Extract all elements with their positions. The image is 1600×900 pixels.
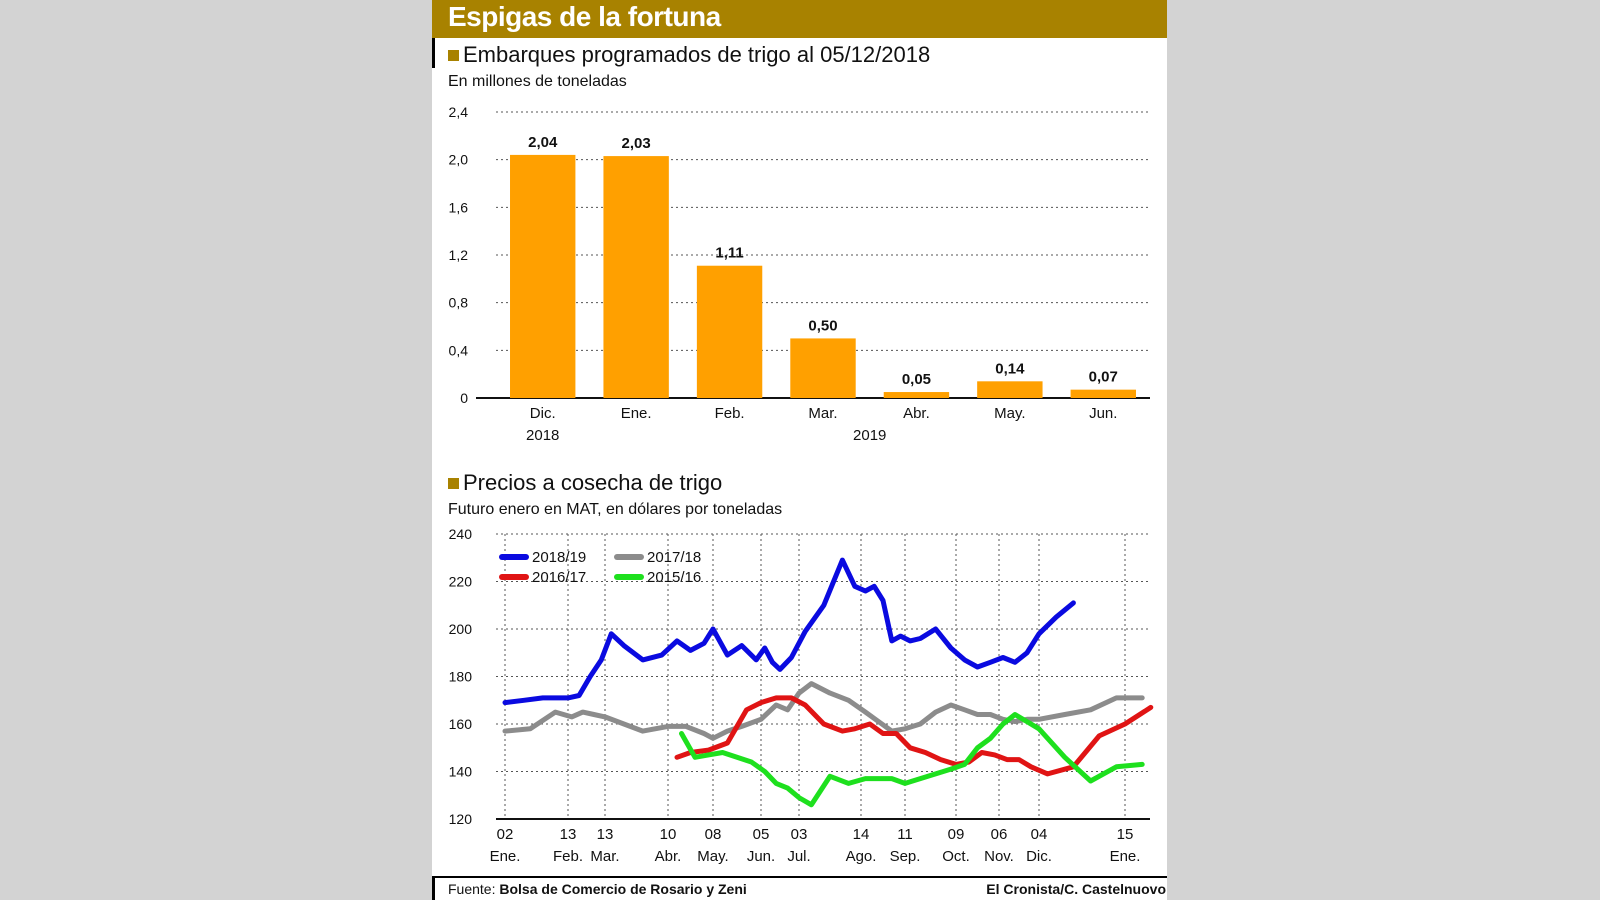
x-tick-day: 09 <box>948 826 965 843</box>
series-line <box>502 681 1145 741</box>
y-tick-label: 220 <box>449 574 473 590</box>
bar <box>603 156 669 398</box>
x-tick-label: Ene. <box>621 405 652 422</box>
x-tick-day: 10 <box>660 826 677 843</box>
data-label: 0,14 <box>995 360 1025 377</box>
x-tick-day: 08 <box>705 826 722 843</box>
x-tick-month: Jun. <box>747 848 775 865</box>
legend-label: 2015/16 <box>647 569 701 586</box>
x-tick-month: Nov. <box>984 848 1014 865</box>
page-title: Espigas de la fortuna <box>448 1 721 32</box>
legend-label: 2018/19 <box>532 549 586 566</box>
x-tick-month: Sep. <box>890 848 921 865</box>
data-label: 2,03 <box>622 135 651 152</box>
y-tick-label: 140 <box>449 764 473 780</box>
bar <box>883 392 950 398</box>
y-tick-label: 1,6 <box>449 199 469 215</box>
x-tick-day: 15 <box>1117 826 1134 843</box>
x-tick-day: 03 <box>791 826 808 843</box>
source-text: Bolsa de Comercio de Rosario y Zeni <box>499 881 747 897</box>
x-tick-month: Jul. <box>787 848 810 865</box>
bar-chart: 0 0,4 0,8 1,2 1,6 2,0 2,4 2,04 Dic. 2,03 Ene. 1,11 F… <box>449 104 1150 444</box>
x-tick-label: Dic. <box>530 405 556 422</box>
line-chart-title-text: Precios a cosecha de trigo <box>463 470 723 495</box>
bar <box>510 154 576 398</box>
x-tick-day: 14 <box>853 826 870 843</box>
y-tick-label: 0 <box>460 390 468 406</box>
y-tick-label: 1,2 <box>449 247 469 263</box>
bar-chart-title: Embarques programados de trigo al 05/12/… <box>448 42 930 68</box>
footer-rule <box>432 876 1167 878</box>
x-tick-month: Dic. <box>1026 848 1052 865</box>
x-tick-month: Mar. <box>590 848 619 865</box>
series-line <box>679 712 1145 808</box>
year-label: 2018 <box>526 427 559 444</box>
x-tick-day: 05 <box>753 826 770 843</box>
series-line <box>502 557 1076 706</box>
line-chart-subtitle: Futuro enero en MAT, en dólares por tone… <box>448 501 783 518</box>
data-label: 0,07 <box>1089 369 1118 386</box>
section-marker <box>448 478 459 489</box>
y-tick-label: 2,4 <box>449 104 469 120</box>
legend-label: 2016/17 <box>532 569 586 586</box>
bar-chart-subtitle: En millones de toneladas <box>448 73 627 90</box>
x-tick-month: Abr. <box>655 848 682 865</box>
y-tick-label: 180 <box>449 669 473 685</box>
title-banner <box>432 0 1167 38</box>
data-label: 1,11 <box>715 245 743 262</box>
credit: El Cronista/C. Castelnuovo <box>986 881 1166 897</box>
line-chart-title: Precios a cosecha de trigo <box>448 470 722 496</box>
year-label: 2019 <box>853 427 886 444</box>
x-tick-day: 02 <box>497 826 514 843</box>
source-note: Fuente: Bolsa de Comercio de Rosario y Z… <box>448 881 747 897</box>
x-tick-month: Ago. <box>846 848 877 865</box>
x-tick-day: 13 <box>560 826 577 843</box>
x-tick-label: Mar. <box>808 405 837 422</box>
bar <box>977 381 1043 398</box>
y-tick-label: 160 <box>449 716 473 732</box>
x-tick-month: May. <box>697 848 728 865</box>
left-rule-bottom <box>432 876 435 900</box>
source-label: Fuente: <box>448 881 496 897</box>
x-tick-label: Jun. <box>1089 405 1117 422</box>
x-tick-label: Feb. <box>715 405 745 422</box>
bar <box>1070 389 1136 398</box>
left-rule-top <box>432 38 435 68</box>
x-tick-day: 04 <box>1031 826 1048 843</box>
data-label: 0,50 <box>808 317 837 334</box>
y-tick-label: 120 <box>449 811 473 827</box>
section-marker <box>448 50 459 61</box>
y-tick-label: 2,0 <box>449 152 469 168</box>
x-tick-month: Feb. <box>553 848 583 865</box>
x-tick-month: Oct. <box>942 848 970 865</box>
y-tick-label: 240 <box>449 526 473 542</box>
legend-label: 2017/18 <box>647 549 701 566</box>
data-label: 2,04 <box>528 134 558 151</box>
x-tick-label: Abr. <box>903 405 930 422</box>
bar-chart-title-text: Embarques programados de trigo al 05/12/… <box>463 42 931 67</box>
y-tick-label: 0,8 <box>449 295 469 311</box>
x-tick-day: 06 <box>991 826 1008 843</box>
bar <box>696 265 763 398</box>
series-line <box>674 695 1154 777</box>
x-tick-label: May. <box>994 405 1025 422</box>
line-chart: 120 140 160 180 200 220 240 02 Ene. 13 Feb. 13 Mar. 1… <box>449 526 1154 865</box>
bar <box>790 338 856 398</box>
x-tick-day: 11 <box>897 826 913 843</box>
x-tick-month: Ene. <box>490 848 521 865</box>
y-tick-label: 200 <box>449 621 473 637</box>
x-tick-month: Ene. <box>1110 848 1141 865</box>
data-label: 0,05 <box>902 371 931 388</box>
x-tick-day: 13 <box>597 826 614 843</box>
y-tick-label: 0,4 <box>449 342 469 358</box>
